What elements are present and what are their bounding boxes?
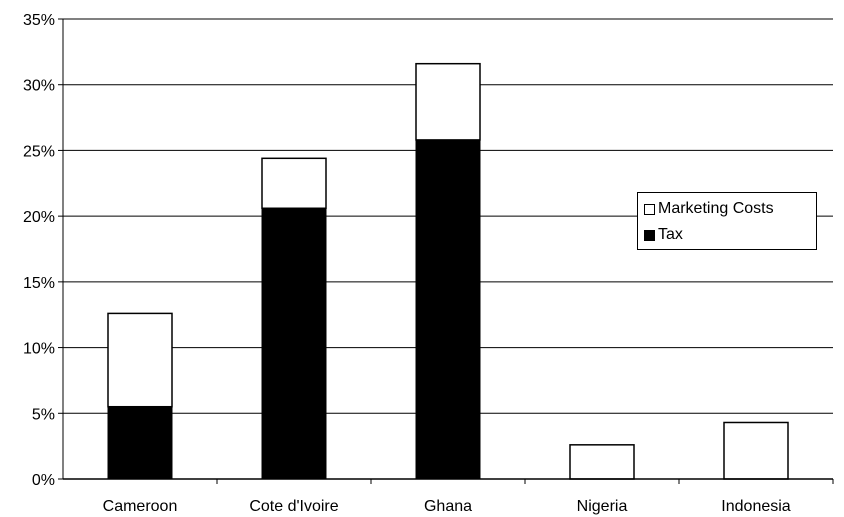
x-tick-label: Indonesia — [721, 498, 790, 515]
x-tick-label: Nigeria — [577, 498, 628, 515]
bar-tax-cote-d-ivoire — [261, 207, 327, 480]
y-tick-label: 25% — [23, 143, 55, 160]
y-tick-label: 0% — [32, 472, 55, 489]
bar-tax-ghana — [415, 139, 481, 480]
y-tick-label: 5% — [32, 406, 55, 423]
legend-label-tax: Tax — [658, 226, 683, 243]
legend-swatch-tax — [644, 229, 655, 241]
bar-marketing-costs-cote-d-ivoire — [261, 157, 327, 210]
y-tick-label: 15% — [23, 275, 55, 292]
bar-marketing-costs-nigeria — [569, 444, 635, 480]
y-axis-ticks: 0% 5% 10% 15% 20% 25% 30% 35% — [23, 12, 63, 489]
bar-marketing-costs-cameroon — [107, 312, 173, 408]
legend-label-marketing-costs: Marketing Costs — [658, 200, 774, 217]
axes — [62, 19, 833, 480]
y-tick-label: 35% — [23, 12, 55, 29]
x-tick-label: Cameroon — [103, 498, 178, 515]
legend: Marketing Costs Tax — [637, 192, 817, 250]
legend-item-marketing-costs: Marketing Costs — [644, 199, 774, 219]
bar-marketing-costs-ghana — [415, 62, 481, 141]
x-tick-label: Ghana — [424, 498, 472, 515]
bar-tax-cameroon — [107, 406, 173, 480]
bar-marketing-costs-indonesia — [723, 421, 789, 480]
bars — [107, 62, 789, 480]
x-tick-label: Cote d'Ivoire — [249, 498, 338, 515]
y-tick-label: 30% — [23, 78, 55, 95]
y-tick-label: 10% — [23, 341, 55, 358]
y-tick-label: 20% — [23, 209, 55, 226]
legend-swatch-marketing-costs — [644, 203, 655, 215]
x-axis-ticks: Cameroon Cote d'Ivoire Ghana Nigeria Indones… — [103, 479, 834, 515]
legend-item-tax: Tax — [644, 225, 683, 245]
